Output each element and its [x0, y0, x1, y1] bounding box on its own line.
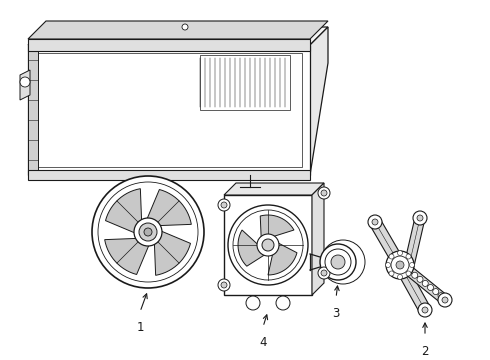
Circle shape — [246, 296, 260, 310]
Circle shape — [406, 254, 411, 259]
Circle shape — [321, 270, 327, 276]
Polygon shape — [405, 266, 448, 304]
Polygon shape — [28, 27, 328, 45]
Circle shape — [417, 215, 423, 221]
Circle shape — [438, 293, 452, 307]
Circle shape — [92, 176, 204, 288]
Circle shape — [410, 262, 415, 267]
Circle shape — [228, 205, 308, 285]
Circle shape — [422, 280, 428, 287]
Circle shape — [318, 267, 330, 279]
Circle shape — [442, 297, 448, 303]
Circle shape — [325, 249, 351, 275]
Polygon shape — [105, 189, 142, 234]
Circle shape — [321, 190, 327, 196]
Polygon shape — [403, 217, 425, 271]
Circle shape — [397, 251, 402, 256]
Polygon shape — [154, 230, 191, 275]
Circle shape — [412, 272, 418, 278]
Circle shape — [397, 274, 402, 279]
Circle shape — [276, 296, 290, 310]
Circle shape — [406, 271, 411, 276]
Polygon shape — [268, 243, 297, 275]
Text: 2: 2 — [421, 345, 429, 358]
Text: 1: 1 — [136, 321, 144, 334]
Polygon shape — [370, 219, 405, 268]
Polygon shape — [224, 195, 312, 295]
Circle shape — [20, 77, 30, 87]
Circle shape — [433, 289, 439, 294]
Circle shape — [144, 228, 152, 236]
Circle shape — [233, 210, 303, 280]
Circle shape — [218, 199, 230, 211]
Polygon shape — [28, 45, 38, 175]
Circle shape — [417, 276, 423, 282]
Polygon shape — [36, 53, 302, 167]
Circle shape — [427, 284, 434, 291]
Circle shape — [386, 251, 414, 279]
Circle shape — [386, 262, 391, 267]
Circle shape — [218, 279, 230, 291]
Circle shape — [438, 293, 444, 299]
Circle shape — [134, 218, 162, 246]
Circle shape — [257, 234, 279, 256]
Circle shape — [413, 211, 427, 225]
Polygon shape — [105, 238, 149, 275]
Polygon shape — [312, 183, 324, 295]
Circle shape — [391, 256, 409, 274]
Text: 4: 4 — [259, 336, 267, 349]
Circle shape — [221, 202, 227, 208]
Polygon shape — [224, 183, 324, 195]
Text: 3: 3 — [332, 307, 340, 320]
Circle shape — [389, 254, 394, 259]
Circle shape — [422, 307, 428, 313]
Circle shape — [318, 187, 330, 199]
Circle shape — [221, 282, 227, 288]
Polygon shape — [28, 45, 310, 175]
Circle shape — [418, 303, 432, 317]
Polygon shape — [147, 189, 191, 226]
Polygon shape — [28, 21, 328, 39]
Circle shape — [331, 255, 345, 269]
Polygon shape — [28, 39, 310, 51]
Circle shape — [182, 24, 188, 30]
Polygon shape — [238, 230, 265, 266]
Circle shape — [139, 223, 157, 241]
Circle shape — [98, 182, 198, 282]
Circle shape — [372, 219, 378, 225]
Polygon shape — [310, 27, 328, 175]
Circle shape — [368, 215, 382, 229]
Circle shape — [443, 297, 449, 303]
Circle shape — [389, 271, 394, 276]
Polygon shape — [28, 170, 310, 180]
Polygon shape — [260, 215, 294, 238]
Polygon shape — [395, 262, 430, 313]
Circle shape — [262, 239, 274, 251]
Circle shape — [320, 244, 356, 280]
Polygon shape — [20, 70, 30, 100]
Circle shape — [321, 240, 365, 284]
Circle shape — [396, 261, 404, 269]
